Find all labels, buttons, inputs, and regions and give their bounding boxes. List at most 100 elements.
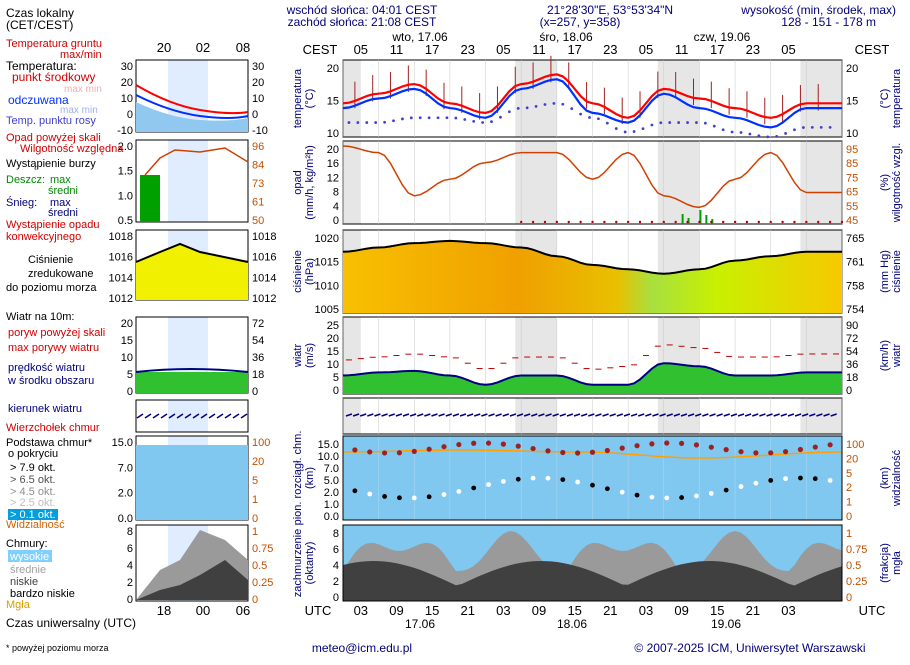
legend-wind-arrow bbox=[232, 413, 240, 419]
cloud-base-dot bbox=[426, 494, 432, 500]
panel-precip bbox=[342, 140, 843, 225]
bottom-hour-label: 21 bbox=[461, 603, 475, 618]
cover-tick-right: 0.75 bbox=[846, 544, 867, 556]
grid-text: (x=257, y=358) bbox=[540, 15, 621, 29]
wind-arrow bbox=[816, 413, 823, 417]
cloud-base-dot bbox=[515, 476, 521, 482]
footer-copyright: © 2007-2025 ICM, Uniwersytet Warszawski bbox=[634, 641, 865, 655]
legend-pressure-1: Ciśnienie bbox=[28, 254, 73, 266]
legend-pres-tick-left: 1016 bbox=[109, 252, 133, 264]
bottom-hour-label: 15 bbox=[710, 603, 724, 618]
dew-point-dot bbox=[552, 101, 556, 105]
convective-dot bbox=[543, 220, 547, 224]
legend-wind-arrow bbox=[176, 413, 184, 419]
dew-point-dot bbox=[365, 121, 369, 124]
footer-email[interactable]: meteo@icm.edu.pl bbox=[312, 641, 412, 655]
wind-arrow bbox=[723, 413, 730, 417]
legend-okt-65: > 6.5 okt. bbox=[10, 474, 56, 486]
bottom-hour-label: 21 bbox=[603, 603, 617, 618]
legend-temp-tick-right: 0 bbox=[252, 109, 258, 121]
wind-arrow bbox=[801, 413, 809, 417]
cloud-top-dot bbox=[649, 441, 655, 447]
convective-dot bbox=[698, 220, 701, 224]
panel-temp bbox=[342, 59, 843, 138]
legend-rain-mid: średni bbox=[48, 185, 78, 197]
dew-point-dot bbox=[605, 121, 609, 125]
legend-cover-tick-left: 8 bbox=[127, 526, 133, 538]
wind-arrow bbox=[766, 413, 773, 417]
dew-point-dot bbox=[454, 116, 458, 120]
cover-title-left: zachmurzenie bbox=[292, 529, 304, 597]
legend-temp-fill bbox=[136, 102, 248, 132]
pressure-title-left: ciśnienie bbox=[292, 250, 304, 293]
legend-wind-tick-left: 15 bbox=[121, 335, 133, 347]
legend-dir-frame bbox=[135, 399, 249, 433]
legend-temp-felt-sub: max min bbox=[60, 105, 98, 116]
convective-dot bbox=[733, 220, 737, 224]
dew-point-dot bbox=[801, 126, 805, 129]
precip-tick-right: 75 bbox=[846, 172, 858, 184]
wind-arrow bbox=[809, 413, 816, 417]
cloud-top-dot bbox=[545, 448, 551, 454]
convective-dot bbox=[603, 220, 606, 224]
legend-cloud-tick-left: 15.0 bbox=[112, 437, 133, 449]
top-hour-label: 11 bbox=[532, 42, 546, 57]
top-hour-label: 23 bbox=[461, 42, 475, 57]
pressure-unit-right: (mm Hg) bbox=[879, 250, 891, 293]
top-tz-left: CEST bbox=[303, 42, 338, 57]
cloud-base-dot bbox=[604, 486, 610, 492]
legend-cloud-tick-left: 2.0 bbox=[118, 488, 133, 500]
convective-dot bbox=[591, 220, 594, 224]
precip-series bbox=[342, 145, 844, 224]
dew-point-dot bbox=[695, 121, 698, 124]
bottom-tz-right: UTC bbox=[859, 603, 886, 618]
top-hour-label: 05 bbox=[496, 42, 510, 57]
wind-arrow bbox=[523, 413, 531, 417]
cloud-top-dot bbox=[575, 450, 581, 456]
dew-point-dot bbox=[775, 134, 779, 138]
precip-tick-right: 45 bbox=[846, 215, 858, 227]
wind-arrow bbox=[388, 413, 395, 417]
cover-unit-left: (oktanty) bbox=[304, 542, 316, 585]
dew-point-dot bbox=[793, 128, 796, 132]
legend-cloud-tick-left: 0.0 bbox=[118, 513, 133, 525]
legend-cloud-top: Wierzchołek chmur bbox=[6, 422, 100, 434]
dir-night-band bbox=[657, 398, 700, 434]
wind-arrow bbox=[737, 413, 745, 417]
legend-wind-arrow bbox=[208, 413, 216, 419]
cloud-tick-right: 1 bbox=[846, 497, 852, 509]
wind-arrow bbox=[409, 413, 417, 417]
legend-precip-tick-right: 61 bbox=[252, 197, 264, 209]
wind-arrow bbox=[374, 413, 381, 417]
precip-night-band bbox=[800, 141, 842, 224]
cloud-base-dot bbox=[397, 495, 402, 501]
precip-unit-right: (%) bbox=[879, 174, 891, 191]
legend-precip-tick-right: 50 bbox=[252, 215, 264, 227]
temp-night-band bbox=[515, 60, 557, 137]
temp-series bbox=[342, 55, 842, 139]
dew-point-dot bbox=[712, 124, 716, 128]
legend-wind-tick-left: 5 bbox=[127, 369, 133, 381]
top-hour-label: 23 bbox=[746, 42, 760, 57]
legend-snow: Śnieg: bbox=[6, 196, 37, 209]
legend-wind-arrow bbox=[168, 413, 176, 419]
legend-rain-max: max bbox=[50, 174, 71, 186]
cloud-title-right: widzialność bbox=[891, 449, 903, 507]
dew-point-dot bbox=[436, 116, 440, 120]
precip-tick-right: 65 bbox=[846, 187, 858, 199]
cloud-top-dot bbox=[708, 444, 714, 450]
convective-dot bbox=[793, 220, 796, 224]
legend-precip-above: Opad powyżej skali bbox=[6, 132, 101, 144]
legend-pres-tick-right: 1014 bbox=[252, 272, 276, 284]
wind-arrow bbox=[588, 413, 595, 417]
legend-temp-tick-left: 0 bbox=[127, 109, 133, 121]
cover-tick-left: 8 bbox=[333, 528, 339, 540]
convective-dot bbox=[626, 220, 630, 224]
precip-title-left: opad bbox=[292, 170, 304, 194]
cover-tick-right: 0.25 bbox=[846, 576, 867, 588]
convective-dot bbox=[638, 220, 642, 224]
dew-point-dot bbox=[409, 116, 413, 120]
wind-arrow bbox=[602, 413, 609, 417]
legend-precip-night bbox=[168, 140, 208, 222]
